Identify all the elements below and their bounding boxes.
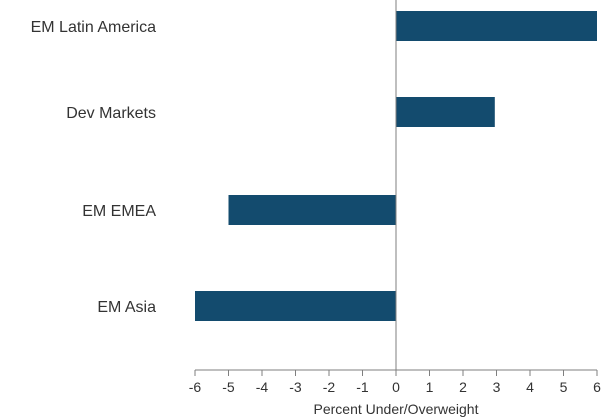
x-tick-label: -6 xyxy=(189,379,202,395)
category-label: EM EMEA xyxy=(82,203,156,220)
x-tick-label: 2 xyxy=(459,379,467,395)
x-tick-label: -3 xyxy=(289,379,302,395)
x-tick-label: -1 xyxy=(356,379,369,395)
x-tick-label: -4 xyxy=(256,379,269,395)
x-tick-label: -5 xyxy=(222,379,235,395)
x-axis-title: Percent Under/Overweight xyxy=(314,401,479,417)
x-tick-label: 0 xyxy=(392,379,400,395)
bar-em-latin-america xyxy=(396,11,597,41)
bar-em-emea xyxy=(228,195,396,225)
category-label: Dev Markets xyxy=(66,105,156,122)
x-tick-label: 5 xyxy=(560,379,568,395)
x-tick-label: 6 xyxy=(593,379,601,395)
category-label: EM Latin America xyxy=(31,19,156,36)
category-labels: EM Latin America Dev Markets EM EMEA EM Asi… xyxy=(31,19,157,316)
x-ticks: -6 -5 -4 -3 -2 -1 0 1 2 3 4 5 6 xyxy=(189,370,601,395)
x-tick-label: 3 xyxy=(493,379,501,395)
bars-group xyxy=(195,11,597,321)
x-tick-label: 4 xyxy=(526,379,534,395)
bar-dev-markets xyxy=(396,97,495,127)
bar-em-asia xyxy=(195,291,396,321)
category-label: EM Asia xyxy=(97,299,156,316)
x-tick-label: 1 xyxy=(426,379,434,395)
x-tick-label: -2 xyxy=(323,379,336,395)
